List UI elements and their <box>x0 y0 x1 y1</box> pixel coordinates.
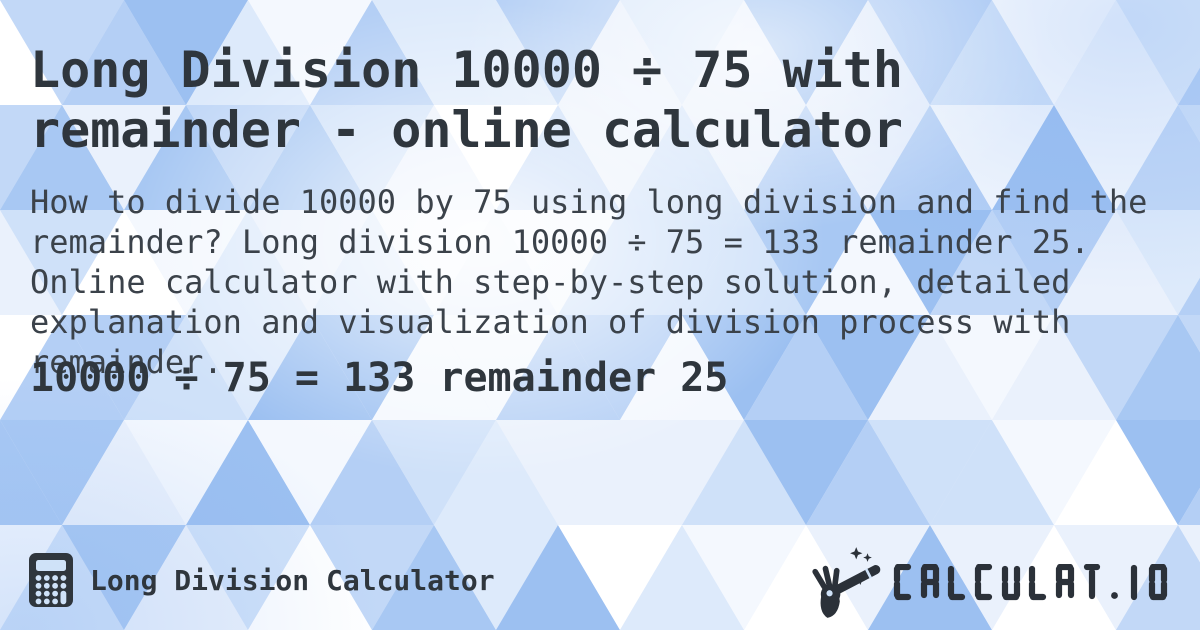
answer-text: 10000 ÷ 75 = 133 remainder 25 <box>30 355 729 401</box>
calculator-icon <box>29 553 73 607</box>
app-badge: Long Division Calculator <box>28 551 495 609</box>
page-description: How to divide 10000 by 75 using long div… <box>30 183 1148 381</box>
magic-wand-hand-icon <box>812 547 881 618</box>
page-title: Long Division 10000 ÷ 75 with remainder … <box>30 41 903 159</box>
app-name-label: Long Division Calculator <box>90 563 495 597</box>
brand-logo <box>808 544 1176 622</box>
brand-wordmark <box>893 564 1168 601</box>
